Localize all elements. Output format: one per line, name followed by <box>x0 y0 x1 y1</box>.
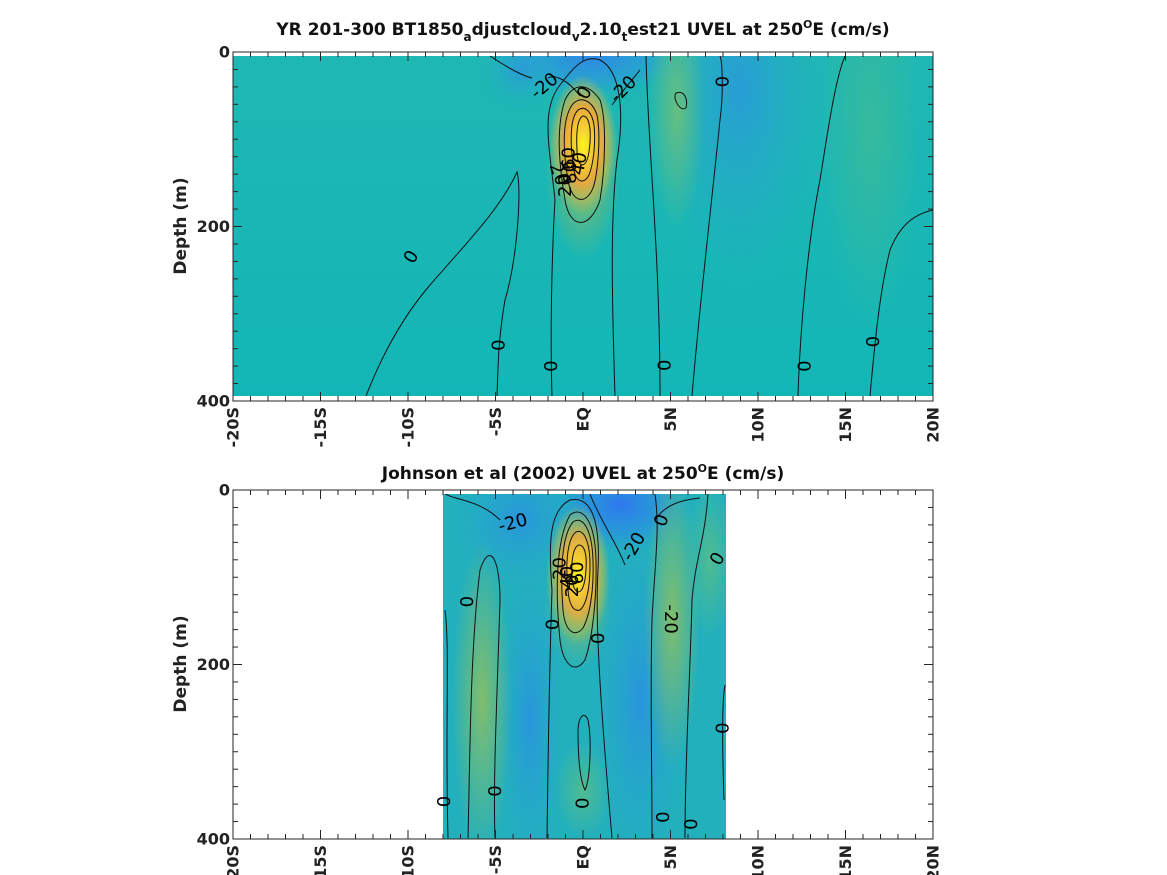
top-contours <box>365 56 933 396</box>
title-part: O <box>698 462 707 475</box>
contour-label: 0 <box>681 818 702 829</box>
y-tick-label: 0 <box>219 481 230 500</box>
contour-label: 0 <box>485 785 506 796</box>
x-tick-label: EQ <box>574 845 593 870</box>
contour-label: 40 <box>557 566 578 589</box>
contour-label: 0 <box>655 360 676 371</box>
title-part: YR 201-300 BT1850 <box>275 20 463 40</box>
bottom-contours <box>444 494 726 839</box>
top-field <box>233 56 933 396</box>
x-tick-label: 10N <box>749 407 768 443</box>
contour-label: 0 <box>489 339 510 350</box>
x-tick-label: -10S <box>399 407 418 447</box>
x-tick-label: -20S <box>224 845 243 875</box>
top-ylabel: Depth (m) <box>171 177 191 274</box>
x-tick-label: -15S <box>311 845 330 875</box>
x-tick-label: 20N <box>924 407 943 443</box>
contour-label: 0 <box>434 796 455 807</box>
contour-label: 0 <box>457 596 478 607</box>
x-tick-label: 20N <box>924 845 943 875</box>
x-tick-label: -10S <box>399 845 418 875</box>
top-panel-title: YR 201-300 BT1850adjustcloudv2.10test21 … <box>275 18 889 44</box>
title-part: djustcloud <box>472 20 572 40</box>
bottom-field <box>443 494 726 839</box>
title-part: O <box>803 18 812 31</box>
contour-label: 60 <box>567 561 588 584</box>
contour-label: -20 <box>660 604 681 633</box>
contour-label: 80 <box>560 161 581 184</box>
x-tick-label: -15S <box>311 407 330 447</box>
contour-label: 40 <box>567 151 592 177</box>
contour-label: 0 <box>541 360 562 371</box>
bottom-panel: Johnson et al (2002) UVEL at 250OE (cm/s… <box>171 462 943 875</box>
x-tick-label: -20S <box>224 407 243 447</box>
x-tick-label: -5S <box>486 845 505 874</box>
contour-label: 0 <box>713 722 734 733</box>
x-tick-label: 5N <box>661 407 680 432</box>
contour-label: 0 <box>795 360 816 371</box>
y-tick-label: 400 <box>197 392 230 411</box>
contour-label: 20 <box>562 575 583 598</box>
bottom-ylabel: Depth (m) <box>171 615 191 712</box>
bottom-panel-title: Johnson et al (2002) UVEL at 250OE (cm/s… <box>381 462 784 484</box>
title-part: E (cm/s) <box>707 464 784 484</box>
x-tick-label: 15N <box>836 845 855 875</box>
x-tick-label: 15N <box>836 407 855 443</box>
y-tick-label: 400 <box>197 830 230 849</box>
title-part: a <box>464 30 472 44</box>
title-part: 2.10 <box>580 20 622 40</box>
title-part: v <box>572 30 580 44</box>
x-tick-label: EQ <box>574 407 593 432</box>
y-tick-label: 200 <box>197 655 230 674</box>
title-part: E (cm/s) <box>812 20 889 40</box>
y-tick-label: 200 <box>197 217 230 236</box>
contour-label: 20 <box>550 557 571 580</box>
contour-label: 60 <box>559 147 580 170</box>
title-part: est21 UVEL at 250 <box>627 20 803 40</box>
y-tick-label: 0 <box>219 43 230 62</box>
contour-label: 0 <box>543 619 564 630</box>
contour-label: 0 <box>573 798 594 809</box>
x-tick-label: -5S <box>486 407 505 436</box>
contour-label: 0 <box>588 633 609 644</box>
contour-label: 0 <box>863 336 884 347</box>
x-tick-label: 5N <box>661 845 680 870</box>
contour-label: 20 <box>555 174 576 197</box>
top-panel: YR 201-300 BT1850adjustcloudv2.10test21 … <box>171 18 943 448</box>
contour-label: 0 <box>653 811 674 822</box>
x-tick-label: 10N <box>749 845 768 875</box>
contour-label: 0 <box>713 76 734 87</box>
title-part: Johnson et al (2002) UVEL at 250 <box>381 464 698 484</box>
title-part: t <box>622 30 628 44</box>
